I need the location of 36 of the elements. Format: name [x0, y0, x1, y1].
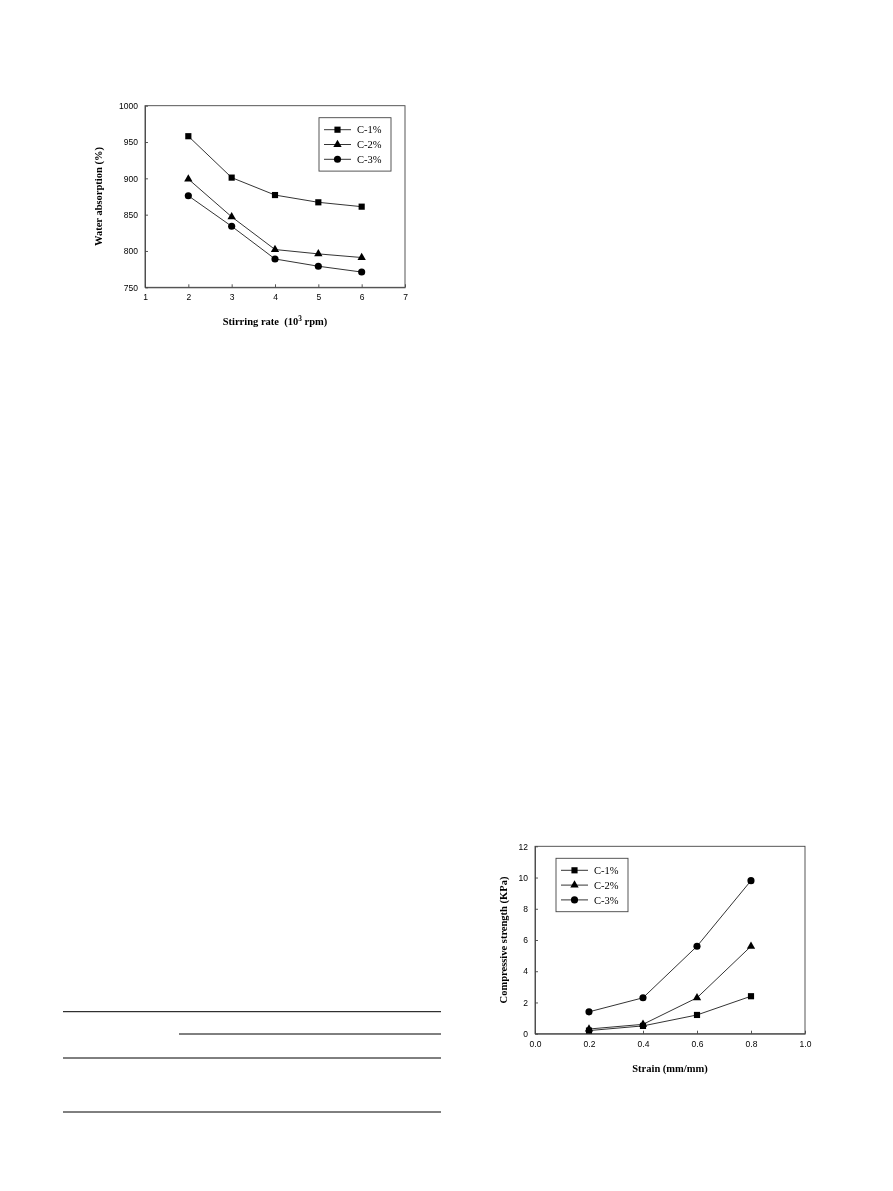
- y-tick-label: 950: [123, 137, 139, 148]
- y-axis-title: Compressive strength (KPa): [498, 876, 510, 1004]
- y-tick-label: 800: [123, 246, 139, 257]
- y-tick-label: 1000: [119, 100, 139, 111]
- y-tick-label: 750: [123, 282, 139, 293]
- y-tick-label: 8: [523, 903, 529, 914]
- x-tick-label: 5: [316, 292, 322, 303]
- y-tick-label: 6: [523, 935, 529, 946]
- x-tick-label: 1: [143, 292, 149, 303]
- x-tick-label: 0.8: [745, 1038, 758, 1049]
- y-tick-label: 900: [123, 173, 139, 184]
- x-tick-label: 3: [229, 292, 235, 303]
- x-tick-label: 4: [273, 292, 279, 303]
- legend-label: C-2%: [357, 139, 382, 151]
- legend-label: C-3%: [357, 153, 382, 165]
- x-tick-label: 0.2: [583, 1038, 596, 1049]
- y-tick-label: 850: [123, 209, 139, 220]
- x-tick-label: 0.4: [637, 1038, 650, 1049]
- y-tick-label: 12: [518, 841, 529, 852]
- x-tick-label: 6: [359, 292, 365, 303]
- legend-label: C-1%: [357, 124, 382, 136]
- legend-label: C-1%: [594, 864, 619, 876]
- x-tick-label: 0.6: [691, 1038, 704, 1049]
- x-axis-title: Strain (mm/mm): [632, 1063, 709, 1075]
- x-axis-title: Stirring rate (10$^{3}$ rpm): [222, 313, 328, 328]
- x-tick-label: 7: [403, 292, 409, 303]
- legend-label: C-2%: [594, 879, 619, 891]
- x-tick-label: 0.0: [529, 1038, 542, 1049]
- y-tick-label: 2: [523, 997, 529, 1008]
- y-tick-label: 0: [523, 1028, 529, 1039]
- x-tick-label: 2: [186, 292, 192, 303]
- x-tick-label: 1.0: [799, 1038, 812, 1049]
- legend-label: C-3%: [594, 894, 619, 906]
- y-tick-label: 10: [518, 872, 529, 883]
- y-axis-title: Water absorption (%): [93, 146, 105, 246]
- y-tick-label: 4: [523, 966, 529, 977]
